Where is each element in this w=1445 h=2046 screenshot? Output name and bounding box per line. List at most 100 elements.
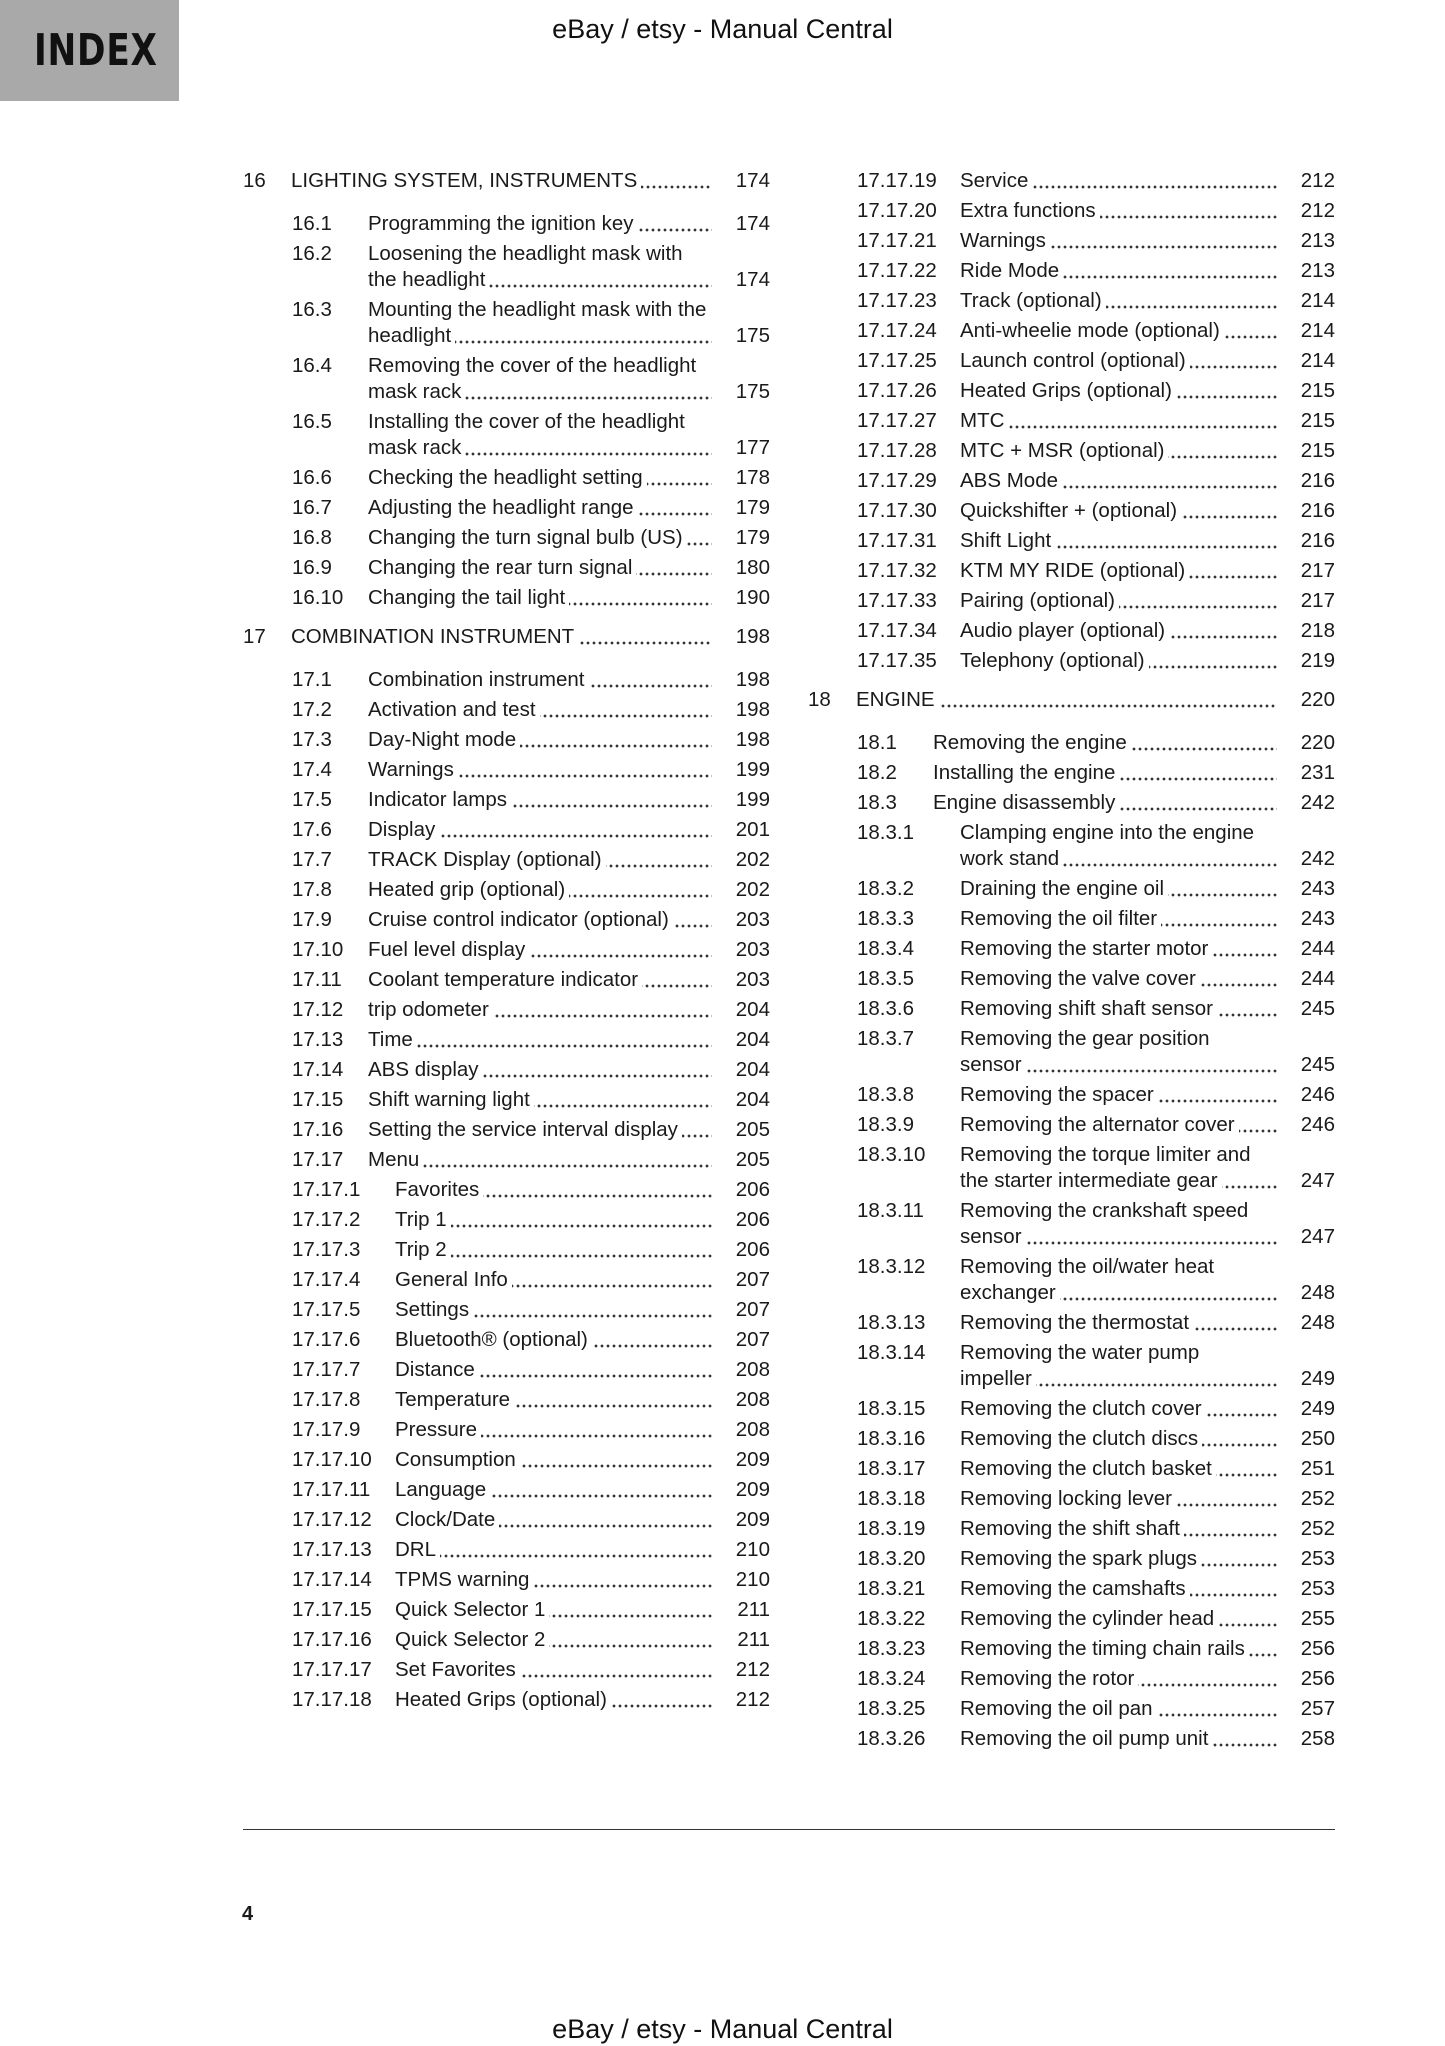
toc-entry[interactable]: 18.2 Installing the engine 231 bbox=[808, 760, 1335, 786]
toc-entry[interactable]: 17.17.25 Launch control (optional) 214 bbox=[808, 348, 1335, 374]
toc-entry[interactable]: 17.17.3 Trip 2 206 bbox=[243, 1237, 770, 1263]
toc-entry[interactable]: 17.17 Menu 205 bbox=[243, 1147, 770, 1173]
toc-entry[interactable]: 16.10 Changing the tail light 190 bbox=[243, 585, 770, 611]
toc-entry[interactable]: 18.3.19 Removing the shift shaft 252 bbox=[808, 1516, 1335, 1542]
toc-entry[interactable]: 17.17.19 Service 212 bbox=[808, 168, 1335, 194]
toc-entry[interactable]: 18.3.21 Removing the camshafts 253 bbox=[808, 1576, 1335, 1602]
toc-chapter-entry[interactable]: 17 COMBINATION INSTRUMENT 198 bbox=[243, 624, 770, 650]
toc-entry[interactable]: 16.8 Changing the turn signal bulb (US) 17… bbox=[243, 525, 770, 551]
toc-entry[interactable]: 18.3.8 Removing the spacer 246 bbox=[808, 1082, 1335, 1108]
toc-entry[interactable]: 17.17.1 Favorites 206 bbox=[243, 1177, 770, 1203]
toc-entry[interactable]: 17.9 Cruise control indicator (optional) 2… bbox=[243, 907, 770, 933]
entry-page: 217 bbox=[1300, 559, 1335, 582]
toc-entry[interactable]: 17.17.17 Set Favorites 212 bbox=[243, 1657, 770, 1683]
toc-entry[interactable]: 17.17.2 Trip 1 206 bbox=[243, 1207, 770, 1233]
toc-entry[interactable]: 18.3.5 Removing the valve cover 244 bbox=[808, 966, 1335, 992]
toc-entry[interactable]: 17.17.15 Quick Selector 1 211 bbox=[243, 1597, 770, 1623]
toc-entry[interactable]: 17.16 Setting the service interval displa… bbox=[243, 1117, 770, 1143]
toc-entry[interactable]: 18.3.10 Removing the torque limiter and t… bbox=[808, 1142, 1335, 1194]
toc-entry[interactable]: 18.3.16 Removing the clutch discs 250 bbox=[808, 1426, 1335, 1452]
toc-entry[interactable]: 16.4 Removing the cover of the headlight … bbox=[243, 353, 770, 405]
toc-entry[interactable]: 17.13 Time 204 bbox=[243, 1027, 770, 1053]
toc-entry[interactable]: 18.3.7 Removing the gear position sensor 2… bbox=[808, 1026, 1335, 1078]
toc-entry[interactable]: 18.3.3 Removing the oil filter 243 bbox=[808, 906, 1335, 932]
toc-entry[interactable]: 17.17.4 General Info 207 bbox=[243, 1267, 770, 1293]
toc-entry[interactable]: 17.11 Coolant temperature indicator 203 bbox=[243, 967, 770, 993]
toc-entry[interactable]: 16.2 Loosening the headlight mask with th… bbox=[243, 241, 770, 293]
toc-entry[interactable]: 16.7 Adjusting the headlight range 179 bbox=[243, 495, 770, 521]
toc-entry[interactable]: 17.17.35 Telephony (optional) 219 bbox=[808, 648, 1335, 674]
toc-entry[interactable]: 17.17.14 TPMS warning 210 bbox=[243, 1567, 770, 1593]
toc-entry[interactable]: 18.3.14 Removing the water pump impeller 2… bbox=[808, 1340, 1335, 1392]
toc-entry[interactable]: 18.3.13 Removing the thermostat 248 bbox=[808, 1310, 1335, 1336]
toc-entry[interactable]: 17.17.11 Language 209 bbox=[243, 1477, 770, 1503]
toc-entry[interactable]: 18.3.18 Removing locking lever 252 bbox=[808, 1486, 1335, 1512]
entry-title: Trip 1 bbox=[395, 1208, 451, 1231]
toc-entry[interactable]: 17.17.18 Heated Grips (optional) 212 bbox=[243, 1687, 770, 1713]
toc-entry[interactable]: 18.3.2 Draining the engine oil 243 bbox=[808, 876, 1335, 902]
toc-entry[interactable]: 17.17.29 ABS Mode 216 bbox=[808, 468, 1335, 494]
toc-entry[interactable]: 17.17.24 Anti-wheelie mode (optional) 214 bbox=[808, 318, 1335, 344]
toc-entry[interactable]: 17.17.27 MTC 215 bbox=[808, 408, 1335, 434]
toc-entry[interactable]: 17.17.16 Quick Selector 2 211 bbox=[243, 1627, 770, 1653]
toc-entry[interactable]: 17.17.28 MTC + MSR (optional) 215 bbox=[808, 438, 1335, 464]
toc-entry[interactable]: 17.6 Display 201 bbox=[243, 817, 770, 843]
toc-entry[interactable]: 17.4 Warnings 199 bbox=[243, 757, 770, 783]
toc-entry[interactable]: 17.17.12 Clock/Date 209 bbox=[243, 1507, 770, 1533]
toc-entry[interactable]: 17.2 Activation and test 198 bbox=[243, 697, 770, 723]
toc-entry[interactable]: 18.3.15 Removing the clutch cover 249 bbox=[808, 1396, 1335, 1422]
toc-entry[interactable]: 16.6 Checking the headlight setting 178 bbox=[243, 465, 770, 491]
toc-entry[interactable]: 16.5 Installing the cover of the headligh… bbox=[243, 409, 770, 461]
toc-entry[interactable]: 17.17.34 Audio player (optional) 218 bbox=[808, 618, 1335, 644]
toc-entry[interactable]: 17.17.10 Consumption 209 bbox=[243, 1447, 770, 1473]
toc-entry[interactable]: 17.3 Day-Night mode 198 bbox=[243, 727, 770, 753]
toc-entry[interactable]: 18.3.25 Removing the oil pan 257 bbox=[808, 1696, 1335, 1722]
toc-entry[interactable]: 18.3.26 Removing the oil pump unit 258 bbox=[808, 1726, 1335, 1752]
entry-title-with-dot-leader: Indicator lamps bbox=[368, 787, 712, 813]
toc-entry[interactable]: 18.3.20 Removing the spark plugs 253 bbox=[808, 1546, 1335, 1572]
toc-entry[interactable]: 16.3 Mounting the headlight mask with the… bbox=[243, 297, 770, 349]
toc-entry[interactable]: 18.3.22 Removing the cylinder head 255 bbox=[808, 1606, 1335, 1632]
toc-entry[interactable]: 17.5 Indicator lamps 199 bbox=[243, 787, 770, 813]
toc-entry[interactable]: 17.17.6 Bluetooth® (optional) 207 bbox=[243, 1327, 770, 1353]
toc-entry[interactable]: 16.1 Programming the ignition key 174 bbox=[243, 211, 770, 237]
toc-entry[interactable]: 18.3.17 Removing the clutch basket 251 bbox=[808, 1456, 1335, 1482]
toc-entry[interactable]: 17.17.31 Shift Light 216 bbox=[808, 528, 1335, 554]
entry-number: 18 bbox=[808, 688, 831, 711]
toc-entry[interactable]: 17.17.33 Pairing (optional) 217 bbox=[808, 588, 1335, 614]
toc-entry[interactable]: 17.17.22 Ride Mode 213 bbox=[808, 258, 1335, 284]
toc-entry[interactable]: 18.3.6 Removing shift shaft sensor 245 bbox=[808, 996, 1335, 1022]
toc-entry[interactable]: 17.10 Fuel level display 203 bbox=[243, 937, 770, 963]
entry-title: Removing the camshafts bbox=[960, 1577, 1190, 1600]
toc-entry[interactable]: 18.3.12 Removing the oil/water heat excha… bbox=[808, 1254, 1335, 1306]
toc-chapter-entry[interactable]: 18 ENGINE 220 bbox=[808, 687, 1335, 713]
toc-entry[interactable]: 17.12 trip odometer 204 bbox=[243, 997, 770, 1023]
toc-entry[interactable]: 17.17.32 KTM MY RIDE (optional) 217 bbox=[808, 558, 1335, 584]
toc-entry[interactable]: 17.17.26 Heated Grips (optional) 215 bbox=[808, 378, 1335, 404]
toc-entry[interactable]: 17.17.30 Quickshifter + (optional) 216 bbox=[808, 498, 1335, 524]
toc-entry[interactable]: 18.3.24 Removing the rotor 256 bbox=[808, 1666, 1335, 1692]
toc-chapter-entry[interactable]: 16 LIGHTING SYSTEM, INSTRUMENTS 174 bbox=[243, 168, 770, 194]
entry-page: 208 bbox=[735, 1358, 770, 1381]
toc-entry[interactable]: 16.9 Changing the rear turn signal 180 bbox=[243, 555, 770, 581]
toc-entry[interactable]: 17.17.21 Warnings 213 bbox=[808, 228, 1335, 254]
toc-entry[interactable]: 17.17.20 Extra functions 212 bbox=[808, 198, 1335, 224]
toc-entry[interactable]: 17.17.9 Pressure 208 bbox=[243, 1417, 770, 1443]
toc-entry[interactable]: 18.3.4 Removing the starter motor 244 bbox=[808, 936, 1335, 962]
toc-entry[interactable]: 17.17.7 Distance 208 bbox=[243, 1357, 770, 1383]
toc-entry[interactable]: 17.17.5 Settings 207 bbox=[243, 1297, 770, 1323]
toc-entry[interactable]: 18.1 Removing the engine 220 bbox=[808, 730, 1335, 756]
toc-entry[interactable]: 17.14 ABS display 204 bbox=[243, 1057, 770, 1083]
toc-entry[interactable]: 17.7 TRACK Display (optional) 202 bbox=[243, 847, 770, 873]
toc-entry[interactable]: 17.1 Combination instrument 198 bbox=[243, 667, 770, 693]
toc-entry[interactable]: 18.3.1 Clamping engine into the engine wo… bbox=[808, 820, 1335, 872]
toc-entry[interactable]: 18.3 Engine disassembly 242 bbox=[808, 790, 1335, 816]
toc-entry[interactable]: 18.3.11 Removing the crankshaft speed sen… bbox=[808, 1198, 1335, 1250]
toc-entry[interactable]: 17.17.23 Track (optional) 214 bbox=[808, 288, 1335, 314]
toc-entry[interactable]: 17.8 Heated grip (optional) 202 bbox=[243, 877, 770, 903]
toc-entry[interactable]: 18.3.23 Removing the timing chain rails 25… bbox=[808, 1636, 1335, 1662]
toc-entry[interactable]: 18.3.9 Removing the alternator cover 246 bbox=[808, 1112, 1335, 1138]
toc-entry[interactable]: 17.17.13 DRL 210 bbox=[243, 1537, 770, 1563]
toc-entry[interactable]: 17.17.8 Temperature 208 bbox=[243, 1387, 770, 1413]
toc-entry[interactable]: 17.15 Shift warning light 204 bbox=[243, 1087, 770, 1113]
